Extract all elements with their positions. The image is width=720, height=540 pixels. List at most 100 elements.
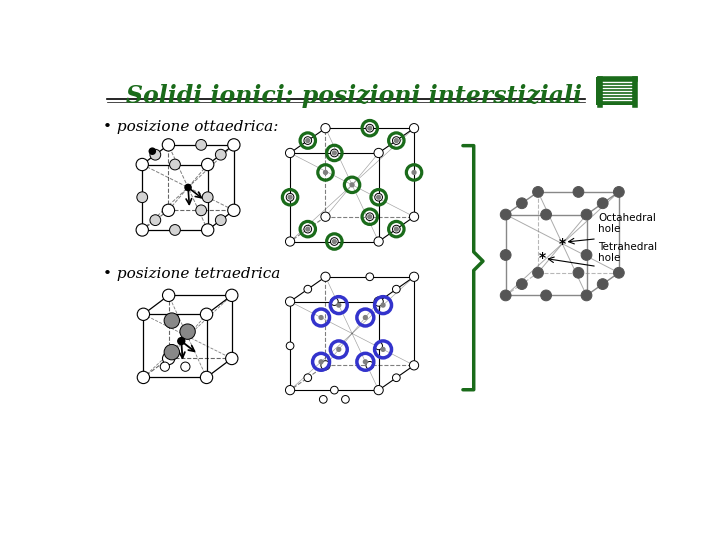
Circle shape (162, 204, 174, 217)
Circle shape (200, 372, 212, 383)
Circle shape (366, 273, 374, 281)
Circle shape (138, 308, 150, 320)
Circle shape (285, 386, 294, 395)
Text: *: * (559, 237, 566, 251)
Circle shape (161, 362, 169, 372)
Circle shape (330, 238, 338, 245)
Circle shape (374, 148, 383, 158)
Circle shape (366, 213, 374, 220)
Circle shape (306, 227, 310, 231)
Circle shape (285, 297, 294, 306)
Circle shape (287, 193, 294, 201)
Circle shape (215, 149, 226, 160)
Circle shape (392, 225, 400, 233)
Circle shape (285, 237, 294, 246)
Circle shape (164, 313, 179, 328)
Circle shape (395, 227, 398, 231)
Circle shape (196, 205, 207, 215)
Circle shape (573, 267, 584, 278)
Circle shape (170, 159, 180, 170)
Circle shape (320, 395, 327, 403)
Circle shape (366, 361, 374, 369)
Circle shape (375, 193, 382, 201)
Circle shape (319, 360, 323, 364)
Circle shape (375, 342, 382, 350)
Circle shape (321, 212, 330, 221)
Circle shape (333, 240, 336, 244)
Circle shape (377, 195, 381, 199)
Circle shape (412, 171, 416, 174)
Circle shape (202, 158, 214, 171)
Circle shape (613, 186, 624, 197)
Circle shape (366, 124, 374, 132)
Circle shape (410, 272, 418, 281)
Circle shape (381, 303, 385, 307)
Circle shape (341, 395, 349, 403)
Circle shape (500, 209, 511, 220)
Circle shape (516, 279, 527, 289)
Circle shape (333, 151, 336, 155)
Circle shape (392, 285, 400, 293)
Bar (603, 82, 632, 102)
Circle shape (598, 279, 608, 289)
Circle shape (200, 308, 212, 320)
Circle shape (178, 338, 185, 345)
Circle shape (541, 209, 552, 220)
Circle shape (304, 137, 312, 144)
Circle shape (330, 149, 338, 157)
Circle shape (364, 315, 367, 320)
Circle shape (541, 290, 552, 301)
Circle shape (304, 225, 312, 233)
Circle shape (581, 290, 592, 301)
Circle shape (516, 198, 527, 208)
Circle shape (185, 184, 191, 191)
Circle shape (181, 362, 190, 372)
Circle shape (381, 347, 385, 352)
Circle shape (304, 374, 312, 382)
Circle shape (321, 361, 330, 370)
Circle shape (581, 249, 592, 260)
Text: *: * (539, 251, 546, 265)
Circle shape (321, 272, 330, 281)
Circle shape (136, 224, 148, 236)
Circle shape (581, 209, 592, 220)
Bar (599, 79, 633, 103)
Circle shape (162, 139, 174, 151)
Circle shape (573, 186, 584, 197)
Circle shape (202, 224, 214, 236)
Circle shape (150, 149, 161, 160)
Circle shape (330, 298, 338, 306)
Circle shape (374, 237, 383, 246)
Circle shape (337, 303, 341, 307)
Circle shape (613, 267, 624, 278)
Circle shape (374, 297, 383, 306)
Circle shape (285, 148, 294, 158)
Circle shape (288, 195, 292, 199)
Circle shape (138, 372, 150, 383)
Circle shape (170, 225, 180, 235)
Circle shape (500, 249, 511, 260)
Circle shape (150, 215, 161, 226)
Circle shape (533, 186, 544, 197)
Circle shape (392, 374, 400, 382)
Circle shape (321, 124, 330, 133)
Circle shape (196, 139, 207, 150)
Circle shape (149, 148, 156, 154)
Circle shape (533, 267, 544, 278)
Circle shape (228, 204, 240, 217)
Bar (596, 77, 636, 105)
Circle shape (410, 124, 418, 133)
Text: Tetrahedral
hole: Tetrahedral hole (598, 242, 657, 264)
Circle shape (180, 324, 195, 339)
Circle shape (374, 386, 383, 395)
Circle shape (225, 352, 238, 365)
Circle shape (337, 347, 341, 352)
Circle shape (163, 289, 175, 301)
Circle shape (228, 139, 240, 151)
Text: • posizione ottaedrica:: • posizione ottaedrica: (104, 120, 279, 134)
Circle shape (319, 315, 323, 320)
Circle shape (368, 126, 372, 130)
Circle shape (330, 386, 338, 394)
Circle shape (410, 212, 418, 221)
Text: Octahedral
hole: Octahedral hole (598, 213, 657, 234)
